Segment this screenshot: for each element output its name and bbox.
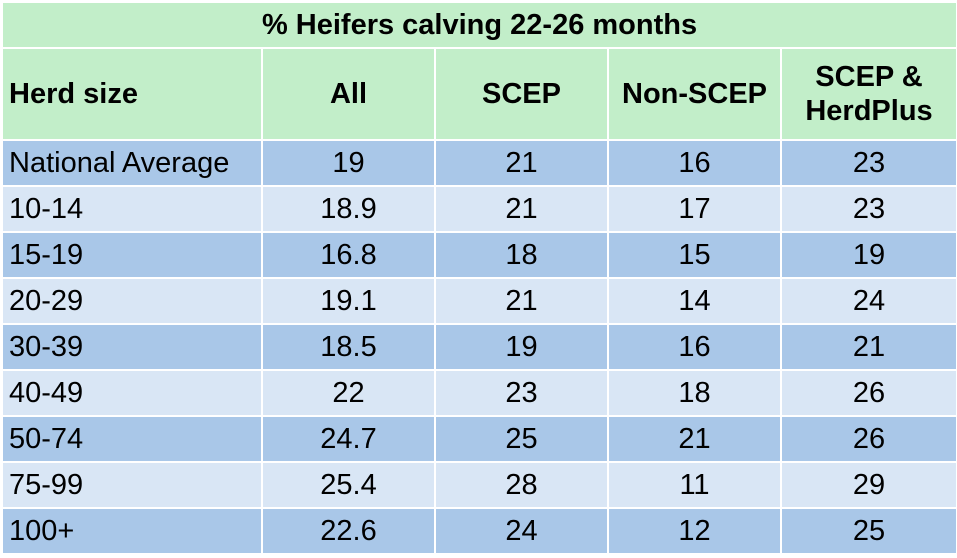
table-row: 100+ 22.6 24 12 25 xyxy=(1,507,957,555)
cell-all[interactable]: 19 xyxy=(261,139,436,187)
header-scep[interactable]: SCEP xyxy=(434,47,609,141)
cell-non-scep[interactable]: 11 xyxy=(607,461,782,509)
header-non-scep[interactable]: Non-SCEP xyxy=(607,47,782,141)
header-scep-herdplus[interactable]: SCEP & HerdPlus xyxy=(779,47,957,141)
cell-scep[interactable]: 21 xyxy=(434,277,609,325)
cell-all[interactable]: 24.7 xyxy=(261,415,436,463)
cell-scep-herdplus[interactable]: 23 xyxy=(779,139,957,187)
header-row: Herd size All SCEP Non-SCEP SCEP & HerdP… xyxy=(1,47,957,141)
row-label[interactable]: 30-39 xyxy=(1,323,263,371)
row-label[interactable]: 15-19 xyxy=(1,231,263,279)
row-label[interactable]: 50-74 xyxy=(1,415,263,463)
row-label[interactable]: 10-14 xyxy=(1,185,263,233)
table-row: 15-19 16.8 18 15 19 xyxy=(1,231,957,279)
cell-non-scep[interactable]: 14 xyxy=(607,277,782,325)
cell-scep[interactable]: 25 xyxy=(434,415,609,463)
cell-scep-herdplus[interactable]: 23 xyxy=(779,185,957,233)
table-row: 75-99 25.4 28 11 29 xyxy=(1,461,957,509)
header-herd-size[interactable]: Herd size xyxy=(1,47,263,141)
table-row: 30-39 18.5 19 16 21 xyxy=(1,323,957,371)
table-row: 40-49 22 23 18 26 xyxy=(1,369,957,417)
table-row: 20-29 19.1 21 14 24 xyxy=(1,277,957,325)
cell-scep[interactable]: 21 xyxy=(434,139,609,187)
cell-all[interactable]: 18.5 xyxy=(261,323,436,371)
row-label[interactable]: 40-49 xyxy=(1,369,263,417)
cell-all[interactable]: 16.8 xyxy=(261,231,436,279)
row-label[interactable]: National Average xyxy=(1,139,263,187)
cell-all[interactable]: 18.9 xyxy=(261,185,436,233)
row-label[interactable]: 20-29 xyxy=(1,277,263,325)
cell-scep-herdplus[interactable]: 26 xyxy=(779,369,957,417)
table-title[interactable]: % Heifers calving 22-26 months xyxy=(0,1,957,49)
cell-scep-herdplus[interactable]: 26 xyxy=(779,415,957,463)
row-label[interactable]: 100+ xyxy=(1,507,263,555)
table-row: 50-74 24.7 25 21 26 xyxy=(1,415,957,463)
table-row: 10-14 18.9 21 17 23 xyxy=(1,185,957,233)
row-label[interactable]: 75-99 xyxy=(1,461,263,509)
cell-scep[interactable]: 19 xyxy=(434,323,609,371)
cell-scep[interactable]: 28 xyxy=(434,461,609,509)
cell-non-scep[interactable]: 15 xyxy=(607,231,782,279)
cell-scep[interactable]: 23 xyxy=(434,369,609,417)
cell-scep-herdplus[interactable]: 21 xyxy=(779,323,957,371)
cell-non-scep[interactable]: 21 xyxy=(607,415,782,463)
table-row: National Average 19 21 16 23 xyxy=(1,139,957,187)
cell-scep-herdplus[interactable]: 29 xyxy=(779,461,957,509)
cell-scep[interactable]: 21 xyxy=(434,185,609,233)
cell-scep[interactable]: 18 xyxy=(434,231,609,279)
cell-non-scep[interactable]: 16 xyxy=(607,323,782,371)
cell-all[interactable]: 22.6 xyxy=(261,507,436,555)
cell-non-scep[interactable]: 16 xyxy=(607,139,782,187)
cell-scep-herdplus[interactable]: 25 xyxy=(779,507,957,555)
header-all[interactable]: All xyxy=(261,47,436,141)
cell-all[interactable]: 25.4 xyxy=(261,461,436,509)
cell-all[interactable]: 22 xyxy=(261,369,436,417)
cell-non-scep[interactable]: 12 xyxy=(607,507,782,555)
cell-non-scep[interactable]: 17 xyxy=(607,185,782,233)
cell-scep[interactable]: 24 xyxy=(434,507,609,555)
cell-non-scep[interactable]: 18 xyxy=(607,369,782,417)
cell-all[interactable]: 19.1 xyxy=(261,277,436,325)
cell-scep-herdplus[interactable]: 19 xyxy=(779,231,957,279)
title-row: % Heifers calving 22-26 months xyxy=(0,1,957,49)
cell-scep-herdplus[interactable]: 24 xyxy=(779,277,957,325)
